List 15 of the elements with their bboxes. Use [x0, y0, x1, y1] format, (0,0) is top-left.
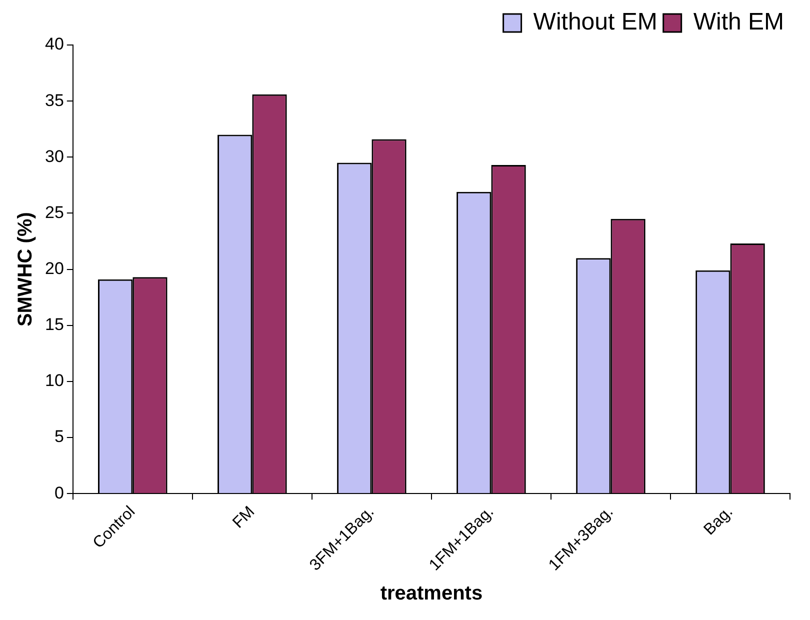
y-tick-label: 0	[54, 483, 64, 502]
y-tick-label: 40	[44, 34, 64, 54]
y-tick-label: 35	[44, 90, 64, 110]
y-tick-label: 5	[54, 427, 64, 446]
y-tick-label: 30	[44, 146, 64, 166]
y-tick-label: 25	[44, 202, 64, 222]
legend-label: With EM	[693, 8, 784, 36]
y-tick-label: 20	[44, 259, 64, 278]
x-tick-label: Bag.	[700, 503, 736, 539]
y-tick-label: 10	[44, 371, 64, 390]
y-axis-title: SMWHC (%)	[14, 212, 37, 327]
x-axis-title: treatments	[380, 582, 483, 605]
y-tick-label: 15	[44, 315, 64, 334]
x-tick-label: FM	[230, 503, 258, 532]
legend-label: Without EM	[533, 8, 658, 36]
